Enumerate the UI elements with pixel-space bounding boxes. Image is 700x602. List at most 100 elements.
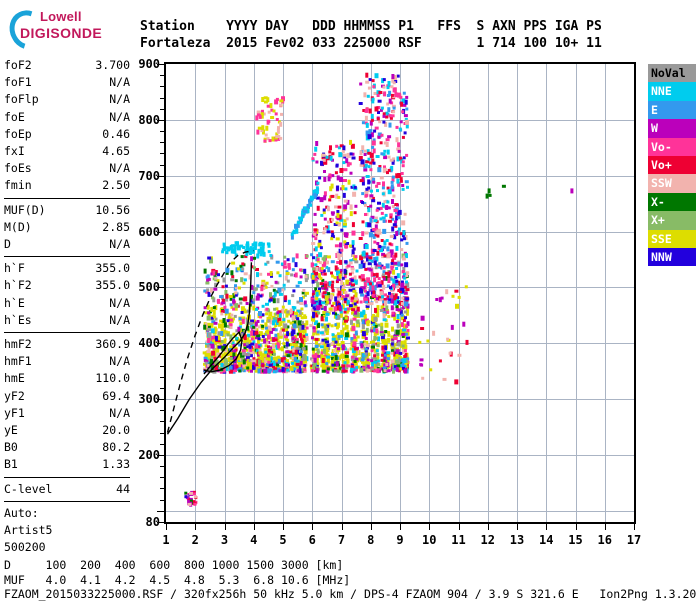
y-tick-minor [160,75,164,77]
param-row: C-level 44 [4,481,130,498]
param-row: B1 1.33 [4,456,130,473]
legend-item-e[interactable]: E [648,100,696,120]
trace-solid-profile-trace [166,262,253,435]
param-value: 355.0 [95,261,130,276]
x-tick [517,524,518,530]
x-tick-label: 12 [480,533,495,547]
gridline-vertical [341,64,343,522]
y-tick-minor [160,376,164,378]
y-tick-minor [160,164,164,166]
logo-line-digisonde: DIGISONDE [20,25,103,41]
param-row: foE N/A [4,109,130,126]
x-tick-label: 8 [367,533,375,547]
y-tick-label: 80 [145,515,160,529]
trace-dashed-upper-trace [166,249,254,433]
param-row: D N/A [4,236,130,253]
param-key: hmE [4,371,25,386]
param-divider-1 [4,197,130,199]
y-tick-label: 200 [138,447,160,462]
y-tick-minor [160,499,164,501]
x-tick-label: 3 [220,533,229,547]
param-row: foF2 3.700 [4,57,130,74]
station-header: Station YYYY DAY DDD HHMMSS P1 FFS S AXN… [140,18,602,52]
param-key: yE [4,423,18,438]
param-key: h`F [4,261,25,276]
x-tick-label: 1 [162,533,170,547]
ionogram-plot-area[interactable] [164,62,636,524]
param-key: D [4,237,11,252]
gridline-horizontal [166,287,634,289]
y-tick-minor [160,186,164,188]
y-tick-major [157,287,164,289]
param-value: 355.0 [95,278,130,293]
y-tick-minor [160,276,164,278]
y-tick-minor [160,142,164,144]
param-key: C-level [4,481,53,496]
y-tick-minor [160,332,164,334]
legend-item-nne[interactable]: NNE [648,82,696,101]
gridline-vertical [546,64,548,522]
x-tick [575,524,577,530]
gridline-vertical [458,64,460,522]
gridline-vertical [517,64,518,522]
param-divider-5 [4,500,130,502]
footer-info: D 100 200 400 600 800 1000 1500 3000 [km… [4,558,696,602]
param-value: N/A [109,312,130,327]
param-key: foF1 [4,75,32,90]
x-tick-label: 14 [539,533,554,547]
param-value: 10.56 [95,202,130,217]
gridline-vertical [195,64,197,522]
legend-item-vo-[interactable]: Vo+ [648,155,696,175]
y-tick-major [157,343,164,345]
y-tick-minor [160,265,164,267]
param-group-virtual-heights: h`F 355.0 h`F2 355.0 h`E N/A h`Es N/A [4,260,130,329]
legend-item-sse[interactable]: SSE [648,229,696,248]
y-tick-minor [160,131,164,133]
param-auto-line: 500200 [4,540,46,555]
param-key: yF1 [4,405,25,420]
param-key: foEs [4,161,32,176]
legend-item-nnw[interactable]: NNW [648,247,696,267]
param-value: N/A [109,109,130,124]
param-row: fmin 2.50 [4,177,130,194]
param-row: h`Es N/A [4,312,130,329]
x-tick-label: 6 [308,533,316,547]
legend-item-x-[interactable]: X- [648,192,696,212]
header-labels-row: Station YYYY DAY DDD HHMMSS P1 FFS S AXN… [140,19,602,34]
param-value: N/A [109,295,130,310]
y-tick-major [157,119,164,121]
y-tick-minor [160,432,164,434]
param-value: 2.85 [102,219,130,234]
legend-item-noval[interactable]: NoVal [648,64,696,83]
param-divider-4 [4,476,130,478]
legend-item-ssw[interactable]: SSW [648,174,696,193]
param-value: N/A [109,405,130,420]
legend-item-x-[interactable]: X+ [648,211,696,230]
y-tick-major [157,522,164,523]
param-value: N/A [109,161,130,176]
y-tick-minor [160,477,164,479]
legend-item-vo-[interactable]: Vo- [648,137,696,156]
y-tick-minor [160,198,164,200]
x-tick [166,524,167,530]
y-tick-label: 600 [138,224,160,239]
y-tick-minor [160,488,164,490]
param-key: fxI [4,144,25,159]
x-tick [195,524,197,530]
y-tick-label: 800 [138,112,160,127]
param-value: 2.50 [102,178,130,193]
y-tick-minor [160,410,164,412]
param-group-profile: hmF2 360.9 hmF1 N/A hmE 110.0 yF2 69.4 yF1 N/A yE 2… [4,336,130,474]
param-key: foF2 [4,58,32,72]
param-key: hmF1 [4,354,32,369]
gridline-vertical [429,64,431,522]
gridline-vertical [575,64,577,522]
y-tick-label: 300 [138,392,160,407]
param-row: MUF(D) 10.56 [4,202,130,219]
param-key: yF2 [4,388,25,403]
x-tick [312,524,314,530]
legend-item-w[interactable]: W [648,119,696,138]
y-tick-minor [160,443,164,445]
gridline-vertical [283,64,284,522]
param-group-clevel: C-level 44 [4,481,130,498]
